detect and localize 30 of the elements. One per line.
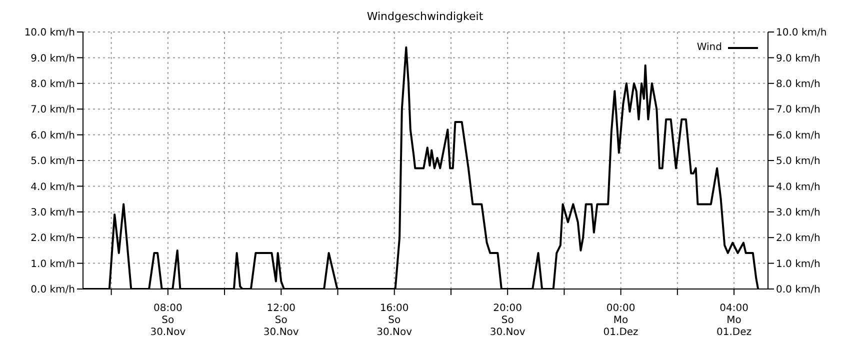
y-tick-label: 3.0 km/h	[30, 207, 75, 218]
x-tick-label: 12:00 So 30.Nov	[263, 303, 299, 338]
y-tick-label: 4.0 km/h	[30, 182, 75, 193]
y-tick-label: 10.0 km/h	[24, 28, 75, 39]
y-tick-label: 1.0 km/h	[30, 258, 75, 270]
y-tick-label: 8.0 km/h	[30, 78, 75, 90]
x-tick-label: 00:00 Mo 01.Dez	[603, 303, 638, 338]
y2-tick-label: 1.0 km/h	[776, 258, 820, 270]
y-tick-label: 5.0 km/h	[30, 156, 75, 168]
y2-tick-label: 4.0 km/h	[776, 182, 820, 193]
chart-title: Windgeschwindigkeit	[366, 10, 484, 23]
y2-tick-label: 6.0 km/h	[776, 130, 820, 142]
y2-tick-label: 9.0 km/h	[776, 53, 820, 64]
x-tick-label: 04:00 Mo 01.Dez	[716, 303, 752, 338]
y2-tick-label: 10.0 km/h	[776, 28, 827, 39]
y2-tick-label: 2.0 km/h	[776, 233, 820, 244]
legend-label: Wind	[696, 42, 722, 53]
y-tick-label: 9.0 km/h	[30, 53, 75, 64]
y-tick-label: 7.0 km/h	[30, 104, 75, 116]
y2-tick-label: 5.0 km/h	[776, 156, 820, 168]
y2-tick-label: 8.0 km/h	[776, 78, 820, 90]
y2-tick-label: 7.0 km/h	[776, 104, 820, 116]
x-tick-label: 20:00 So 30.Nov	[490, 303, 526, 338]
y-tick-label: 6.0 km/h	[30, 130, 75, 142]
x-tick-label: 16:00 So 30.Nov	[376, 303, 412, 338]
y-tick-label: 2.0 km/h	[30, 233, 75, 244]
y-tick-label: 0.0 km/h	[30, 284, 75, 296]
x-tick-label: 08:00 So 30.Nov	[150, 303, 186, 338]
y2-tick-label: 0.0 km/h	[776, 284, 820, 296]
y2-tick-label: 3.0 km/h	[776, 207, 820, 218]
